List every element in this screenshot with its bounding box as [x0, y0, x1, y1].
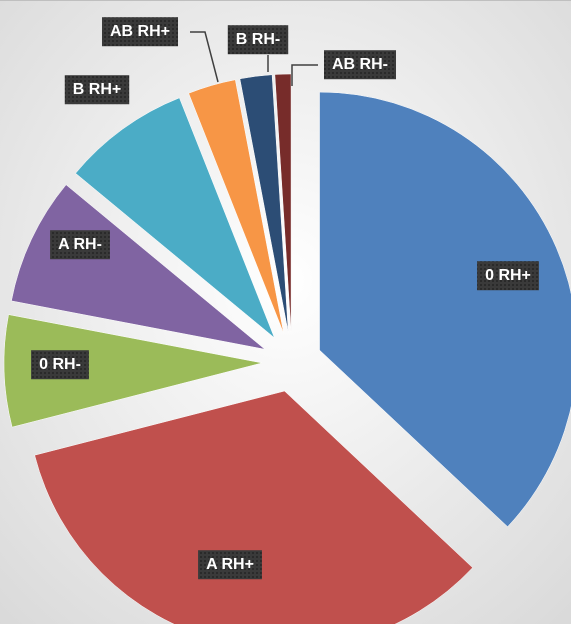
pie-slice — [11, 184, 266, 350]
label-box — [64, 75, 130, 105]
pie-slice — [75, 97, 275, 338]
label-box — [198, 550, 262, 580]
pie-slice — [188, 79, 284, 334]
label-box — [31, 350, 89, 380]
label-box — [227, 25, 289, 55]
label-box — [477, 261, 539, 291]
slice-label: AB RH- — [332, 56, 388, 73]
slice-label: B RH+ — [73, 81, 121, 98]
pie-slice — [239, 74, 289, 333]
label-box — [101, 17, 179, 47]
pie-slice — [319, 91, 571, 528]
labels: 0 RH+ A RH+ 0 RH- A RH- B RH+ AB RH+ B RH- AB R… — [31, 17, 539, 580]
pie-slice — [3, 314, 263, 428]
pie-slice — [34, 390, 473, 624]
slice-label: A RH- — [58, 236, 102, 253]
label-box — [50, 230, 110, 260]
label-box — [324, 50, 396, 80]
slice-label: A RH+ — [206, 556, 254, 573]
pie-slice — [274, 73, 292, 333]
leader-line — [291, 64, 318, 86]
slice-label: B RH- — [236, 31, 280, 48]
slice-label: 0 RH+ — [485, 267, 531, 284]
slice-label: 0 RH- — [39, 356, 81, 373]
slice-label: AB RH+ — [110, 23, 170, 40]
slices — [3, 73, 571, 624]
leader-line — [190, 31, 219, 83]
